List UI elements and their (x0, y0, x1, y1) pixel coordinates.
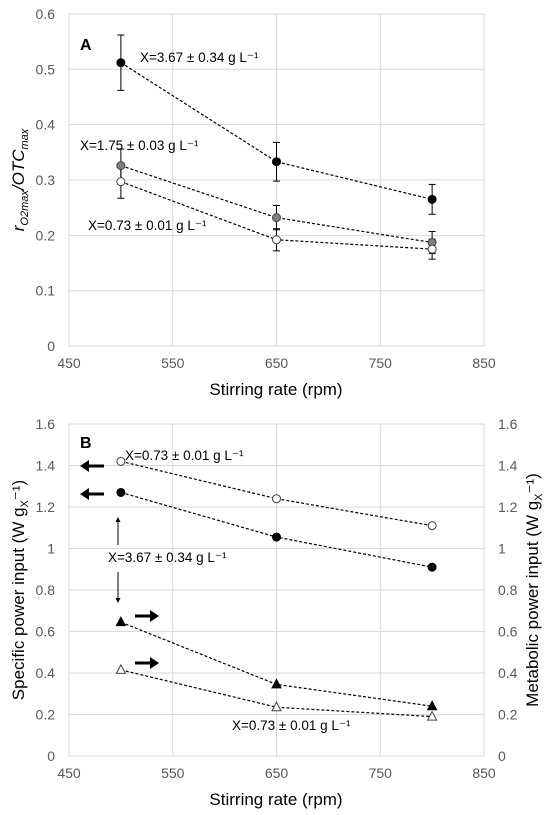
right-y-tick-label: 0 (498, 748, 506, 764)
y-tick-label: 1 (47, 541, 55, 557)
annotation-b-top: X=0.73 ± 0.01 g L⁻¹ (125, 448, 244, 463)
right-y-tick-label: 1.6 (498, 416, 518, 432)
y-tick-label: 0.8 (36, 582, 56, 598)
data-point (426, 710, 438, 721)
panel-b: 450 550 650 750 850 00.20.40.60.811.21.41.6 … (9, 416, 545, 809)
x-tick-label: 850 (472, 765, 496, 781)
annotation-b-middle: X=3.67 ± 0.34 g L⁻¹ (108, 550, 227, 565)
panel-b-x-ticks: 450 550 650 750 850 (57, 765, 496, 781)
x-tick-label: 450 (57, 765, 81, 781)
data-point (271, 701, 282, 712)
panel-a-letter: A (80, 37, 92, 54)
panel-a-y-ticks: 0 0.1 0.2 0.3 0.4 0.5 0.6 (36, 6, 56, 354)
right-y-tick-label: 0.8 (498, 582, 518, 598)
y-tick-label: 0.3 (36, 172, 56, 188)
y-tick-label: 1.4 (36, 458, 56, 474)
annotation-a-mid: X=1.75 ± 0.03 g L⁻¹ (80, 138, 199, 153)
x-tick-label: 850 (472, 355, 496, 371)
right-y-tick-label: 1.4 (498, 458, 518, 474)
data-point (426, 700, 438, 711)
left-axis-arrow-icon (80, 460, 104, 472)
panel-a-points (116, 58, 437, 254)
y-tick-label: 0.5 (36, 61, 56, 77)
data-point (272, 235, 281, 245)
annotation-a-low: X=0.73 ± 0.01 g L⁻¹ (88, 218, 207, 233)
data-point (116, 161, 126, 171)
y-tick-label: 0 (47, 748, 55, 764)
y-tick-label: 1.2 (36, 499, 56, 515)
data-point (116, 456, 126, 466)
data-point (115, 616, 127, 627)
y-tick-label: 0.6 (36, 624, 56, 640)
data-point (272, 213, 281, 223)
data-point (272, 157, 281, 167)
y-tick-label: 1.6 (36, 416, 56, 432)
data-point (116, 58, 126, 68)
data-point (427, 194, 437, 204)
data-point (116, 177, 126, 187)
right-axis-arrow-icon (135, 610, 159, 622)
panel-b-points (115, 456, 438, 721)
data-point (116, 487, 126, 497)
y-tick-label: 0.1 (36, 283, 56, 299)
data-point (427, 244, 437, 254)
panel-b-left-y-ticks: 0 0.2 0.4 0.6 0.8 1 1.2 1.4 1.6 (36, 416, 56, 764)
x-tick-label: 550 (161, 765, 185, 781)
panel-b-right-y-ticks: 0 0.2 0.4 0.6 0.8 1 1.2 1.4 1.6 (498, 416, 518, 764)
x-tick-label: 450 (57, 355, 81, 371)
x-tick-label: 750 (369, 765, 393, 781)
panel-b-letter: B (80, 435, 92, 452)
right-y-tick-label: 0.2 (498, 707, 518, 723)
y-tick-label: 0.4 (36, 665, 56, 681)
series-line (120, 62, 433, 200)
y-tick-label: 0.2 (36, 227, 56, 243)
y-tick-label: 0.6 (36, 6, 56, 22)
y-tick-label: 0.2 (36, 707, 56, 723)
right-y-tick-label: 0.6 (498, 624, 518, 640)
panel-b-left-y-axis-label: Specific power input (W gX⁻¹) (9, 480, 31, 700)
panel-b-x-axis-label: Stirring rate (rpm) (209, 790, 342, 809)
right-axis-arrow-icon (135, 657, 159, 669)
left-axis-arrow-icon (80, 488, 104, 500)
data-point (271, 678, 282, 689)
data-point (272, 494, 281, 504)
x-tick-label: 650 (265, 765, 289, 781)
data-point (427, 521, 437, 531)
panel-b-right-y-axis-label: Metabolic power input (W gX⁻¹) (523, 473, 545, 707)
annotation-a-high: X=3.67 ± 0.34 g L⁻¹ (140, 50, 259, 65)
panel-a-x-axis-label: Stirring rate (rpm) (209, 380, 342, 399)
data-point (272, 532, 281, 542)
annotation-b-bottom: X=0.73 ± 0.01 g L⁻¹ (232, 718, 351, 733)
right-y-tick-label: 1 (498, 541, 506, 557)
panel-a: 450 550 650 750 850 0 0.1 0.2 0.3 0.4 0.5 0.6 A X=… (9, 6, 496, 399)
x-tick-label: 650 (265, 355, 289, 371)
x-tick-label: 550 (161, 355, 185, 371)
panel-b-gridlines (68, 423, 485, 757)
x-tick-label: 750 (369, 355, 393, 371)
panel-a-x-ticks: 450 550 650 750 850 (57, 355, 496, 371)
y-tick-label: 0 (47, 338, 55, 354)
y-tick-label: 0.4 (36, 117, 56, 133)
right-y-tick-label: 0.4 (498, 665, 518, 681)
panel-a-y-axis-label: rO2max/OTCmax (9, 128, 31, 231)
right-y-tick-label: 1.2 (498, 499, 518, 515)
data-point (115, 663, 127, 674)
data-point (427, 562, 437, 572)
